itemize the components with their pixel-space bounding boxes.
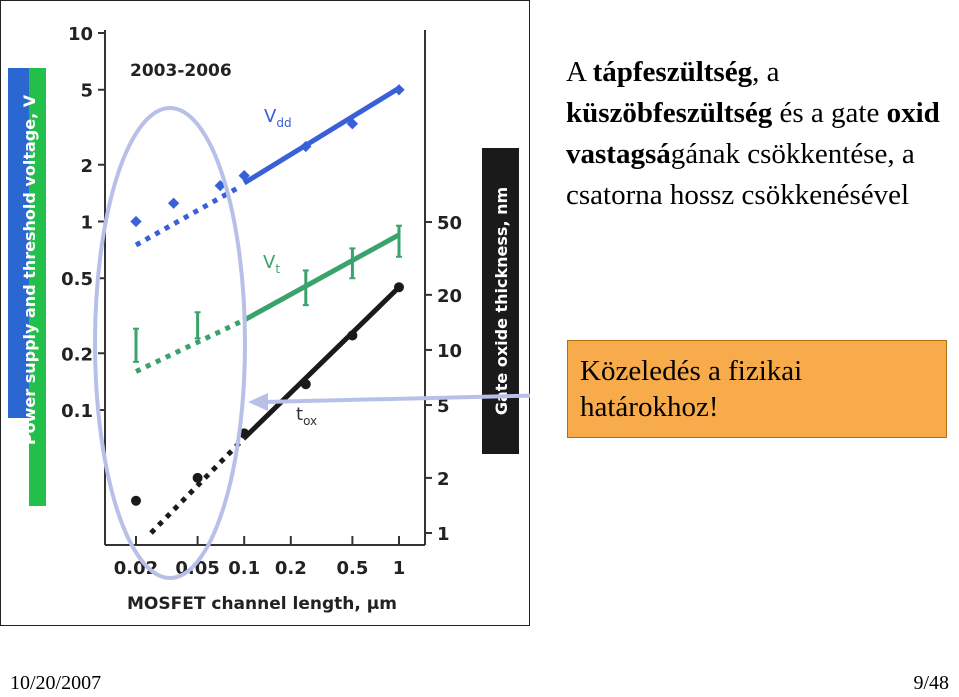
- y-right-tick-label: 50: [437, 213, 462, 234]
- x-tick-label: 0.5: [336, 558, 368, 579]
- x-tick-label: 0.2: [275, 558, 307, 579]
- y-axis-right-label: Gate oxide thickness, nm: [492, 187, 511, 415]
- callout-arrow-head: [248, 393, 268, 411]
- y-right-tick-label: 10: [437, 341, 462, 362]
- trend-extrapolated-Vt: [134, 317, 246, 374]
- data-point-tox: [394, 282, 404, 293]
- trend-solid-tox: [242, 285, 401, 440]
- series-label-tox: tox: [296, 404, 317, 428]
- title-part: oxid vastagsá: [566, 97, 940, 170]
- y-right-tick-label: 20: [437, 286, 462, 307]
- series-Vt: [133, 224, 402, 374]
- left-axis-band-green: [29, 68, 46, 506]
- y-right-tick-label: 1: [437, 524, 450, 545]
- x-tick-label: 0.1: [228, 558, 260, 579]
- y-right-tick-label: 5: [437, 396, 450, 417]
- left-axis-band-blue: [8, 68, 29, 418]
- data-point-tox: [347, 330, 358, 341]
- trend-extrapolated-tox: [149, 436, 246, 535]
- series-Vdd: [130, 84, 405, 248]
- callout-text: Közeledés a fizikai határokhoz!: [580, 355, 803, 423]
- trend-solid-Vdd: [242, 85, 401, 186]
- y-left-tick-label: 2: [80, 156, 93, 177]
- footer-date: 10/20/2007: [10, 672, 102, 694]
- data-point-Vdd: [238, 170, 250, 182]
- callout-box: Közeledés a fizikai határokhoz!: [567, 340, 947, 438]
- data-point-tox: [239, 428, 250, 439]
- trend-solid-Vt: [242, 232, 401, 323]
- right-axis-band: [482, 148, 519, 454]
- y-left-tick-label: 10: [68, 24, 93, 45]
- title-part: A: [566, 56, 593, 88]
- inset-label: 2003-2006: [130, 61, 232, 81]
- chart-figure: Power supply and threshold voltage, V Gat…: [0, 0, 530, 626]
- series-label-vt: Vt: [263, 252, 280, 276]
- x-axis-label: MOSFET channel length, µm: [127, 594, 397, 614]
- chart-svg: Power supply and threshold voltage, V Gat…: [0, 0, 530, 626]
- x-tick-label: 0.02: [114, 558, 158, 579]
- figure-border: [0, 0, 530, 626]
- data-point-Vdd: [300, 140, 312, 153]
- data-point-Vdd: [167, 197, 180, 209]
- x-tick-label: 1: [393, 558, 406, 579]
- y-left-tick-label: 5: [80, 81, 93, 102]
- series-tox: [131, 282, 404, 535]
- y-right-tick-label: 2: [437, 469, 450, 490]
- data-point-Vdd: [130, 215, 142, 228]
- y-left-tick-label: 1: [80, 213, 93, 234]
- title-part: küszöbfeszültség: [566, 97, 773, 129]
- y-left-tick-label: 0.1: [61, 401, 93, 422]
- callout-arrow-line: [263, 393, 530, 404]
- page-number: 9/48: [913, 672, 949, 694]
- data-point-tox: [131, 495, 141, 506]
- y-axis-left-label: Power supply and threshold voltage, V: [20, 94, 39, 445]
- series-label-vdd: Vdd: [264, 106, 292, 130]
- data-point-tox: [192, 472, 203, 483]
- y-left-tick-label: 0.2: [61, 344, 93, 365]
- y-left-tick-label: 0.5: [61, 269, 93, 290]
- slide-title: A tápfeszültség, a küszöbfeszültség és a…: [566, 52, 956, 216]
- data-point-tox: [300, 379, 311, 390]
- trend-extrapolated-Vdd: [134, 186, 239, 248]
- title-part: tápfeszültség: [592, 56, 753, 88]
- title-part: és a gate: [772, 97, 887, 129]
- title-part: , a: [752, 56, 780, 88]
- highlight-ellipse: [93, 106, 247, 580]
- title-part: gának csökkentése, a csatorna hossz csök…: [566, 138, 915, 211]
